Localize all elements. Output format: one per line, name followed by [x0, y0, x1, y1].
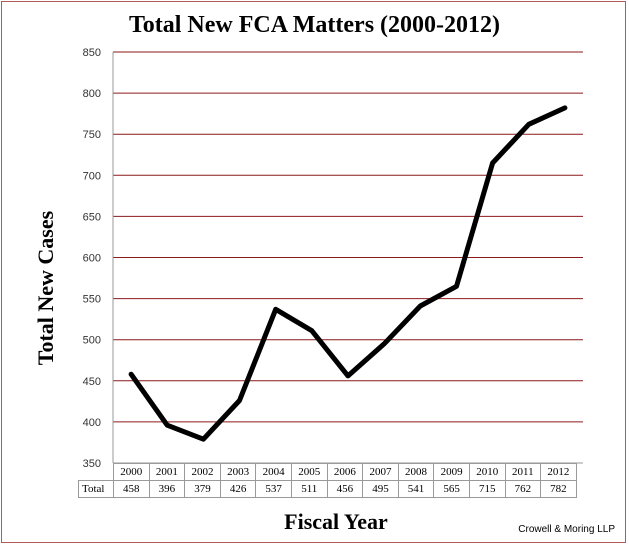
x-tick-label: 2012	[540, 463, 577, 481]
year-row: 2000 2001 2002 2003 2004 2005 2006 2007 2008 2009…	[78, 463, 577, 481]
table-row-label: Total	[78, 480, 114, 498]
data-point	[418, 304, 422, 308]
data-point	[346, 374, 350, 378]
data-label: 715	[468, 480, 506, 498]
total-row: Total 458 396 379 426 537 511 456 495 541 565 715 76…	[78, 480, 577, 498]
x-tick-label: 2002	[184, 463, 221, 481]
x-tick-label: 2005	[290, 463, 328, 481]
y-tick-label: 800	[83, 88, 101, 100]
data-point	[129, 372, 133, 376]
data-point	[454, 284, 458, 288]
data-label: 379	[184, 480, 221, 498]
x-tick-label: 2001	[148, 463, 186, 481]
x-tick-label: 2011	[504, 463, 542, 481]
x-tick-label: 2006	[326, 463, 364, 481]
data-label: 458	[113, 480, 150, 498]
data-label: 565	[433, 480, 470, 498]
y-tick-label: 700	[83, 170, 101, 182]
data-label: 426	[219, 480, 257, 498]
chart-title: Total New FCA Matters (2000-2012)	[128, 12, 501, 38]
y-tick-label: 400	[83, 417, 101, 429]
x-tick-label: 2004	[255, 463, 292, 481]
data-point	[310, 329, 314, 333]
series-line	[128, 105, 568, 442]
data-label: 495	[362, 480, 399, 498]
x-tick-label: 2010	[468, 463, 506, 481]
y-tick-label: 450	[83, 376, 101, 388]
data-label: 537	[255, 480, 292, 498]
data-table: 2000 2001 2002 2003 2004 2005 2006 2007 2008 2009…	[78, 463, 577, 498]
data-point	[165, 423, 169, 427]
x-tick-label: 2009	[433, 463, 470, 481]
data-label: 762	[504, 480, 542, 498]
data-point	[201, 437, 205, 441]
data-label: 396	[148, 480, 186, 498]
x-tick-label: 2003	[219, 463, 257, 481]
data-label: 541	[397, 480, 435, 498]
y-tick-label: 500	[83, 335, 101, 347]
y-tick-label: 850	[83, 47, 101, 59]
y-tick-label: 750	[83, 129, 101, 141]
y-tick-label: 600	[83, 253, 101, 265]
y-tick-label: 550	[83, 294, 101, 306]
data-point	[274, 307, 278, 311]
x-tick-label: 2008	[397, 463, 435, 481]
data-point	[563, 106, 567, 110]
data-point	[238, 399, 242, 403]
data-label: 782	[540, 480, 577, 498]
y-tick-label: 650	[83, 211, 101, 223]
x-tick-label: 2007	[362, 463, 399, 481]
data-label: 456	[326, 480, 364, 498]
x-tick-label: 2000	[113, 463, 150, 481]
data-label: 511	[290, 480, 328, 498]
data-point	[491, 161, 495, 165]
credit-text: Crowell & Moring LLP	[518, 524, 615, 535]
data-point	[527, 122, 531, 126]
data-point	[382, 342, 386, 346]
table-corner	[78, 463, 114, 481]
x-axis-label: Fiscal Year	[284, 509, 388, 534]
